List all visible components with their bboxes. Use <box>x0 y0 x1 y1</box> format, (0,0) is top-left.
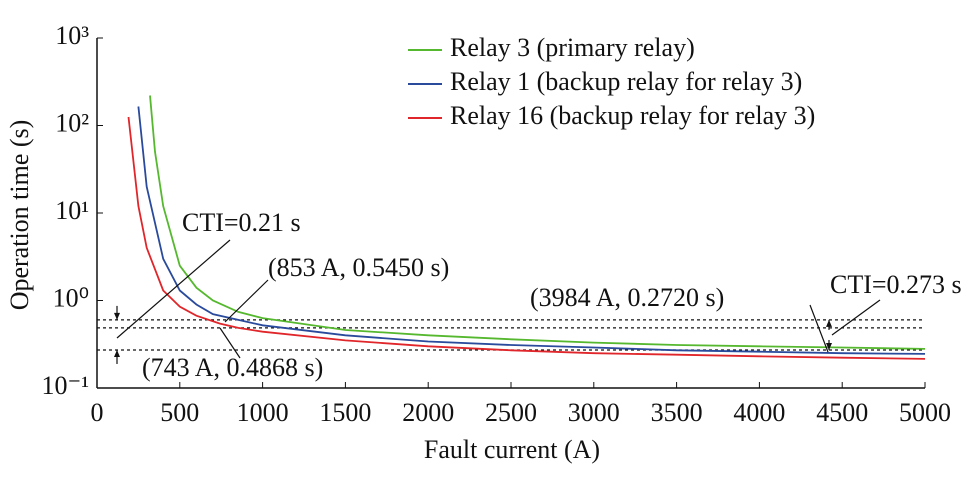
legend-label: Relay 3 (primary relay) <box>450 33 695 62</box>
x-tick-label: 1500 <box>319 398 371 427</box>
legend-label: Relay 16 (backup relay for relay 3) <box>450 101 815 130</box>
y-tick-label: 10⁻¹ <box>41 371 89 400</box>
annotation: (3984 A, 0.2720 s) <box>530 283 724 312</box>
series-line <box>127 116 926 360</box>
annotation-leader <box>219 327 241 359</box>
legend-label: Relay 1 (backup relay for relay 3) <box>450 67 802 96</box>
x-tick-label: 5000 <box>899 398 951 427</box>
annotation-leader <box>809 304 829 353</box>
annotation-leader <box>224 279 269 323</box>
x-tick-label: 0 <box>91 398 104 427</box>
x-tick-label: 500 <box>160 398 199 427</box>
cti-arrowhead <box>114 349 120 357</box>
x-tick-label: 1000 <box>237 398 289 427</box>
y-tick-label: 10³ <box>55 21 89 50</box>
annotation: (743 A, 0.4868 s) <box>142 353 323 382</box>
annotation: (853 A, 0.5450 s) <box>268 253 449 282</box>
y-tick-label: 10⁰ <box>53 283 89 312</box>
x-tick-label: 3000 <box>568 398 620 427</box>
x-tick-label: 4500 <box>816 398 868 427</box>
cti-arrowhead <box>114 312 120 320</box>
cti-arrowhead <box>826 342 832 350</box>
y-tick-label: 10¹ <box>55 196 89 225</box>
annotation-leader <box>831 299 881 336</box>
x-tick-label: 4000 <box>733 398 785 427</box>
series-line <box>149 95 926 350</box>
x-tick-label: 2500 <box>485 398 537 427</box>
x-axis-label: Fault current (A) <box>424 435 600 464</box>
annotation: CTI=0.273 s <box>830 270 962 299</box>
x-tick-label: 3500 <box>651 398 703 427</box>
y-tick-label: 10² <box>55 108 89 137</box>
annotation-leader <box>116 239 231 339</box>
y-axis-label: Operation time (s) <box>5 120 34 311</box>
annotation: CTI=0.21 s <box>182 208 301 237</box>
x-tick-label: 2000 <box>402 398 454 427</box>
cti-arrowhead <box>826 319 832 327</box>
series-line <box>137 106 926 355</box>
